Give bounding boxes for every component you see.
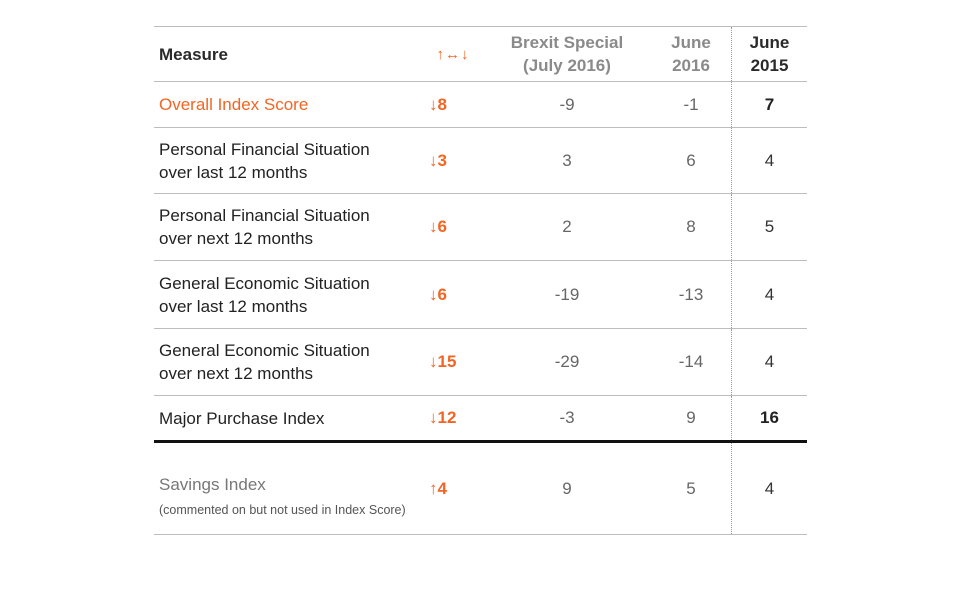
june-2016-value: -1 <box>651 81 732 128</box>
header-jun2015-line1: June <box>749 33 790 52</box>
brexit-value: 2 <box>562 217 572 236</box>
measure-line2: over next 12 months <box>159 364 314 383</box>
brexit-value: -29 <box>554 352 580 371</box>
header-brexit-special: Brexit Special (July 2016) <box>483 27 651 82</box>
measure-line1: Savings Index <box>159 474 266 494</box>
table-row-general-economic-next: General Economic Situation over next 12 … <box>154 328 807 396</box>
table-row-overall-index: Overall Index Score ↓8 -9 -1 7 <box>154 81 807 128</box>
header-measure: Measure <box>159 44 228 64</box>
change-value: ↓8 <box>429 94 447 114</box>
index-score-table: Measure ↑↔↓ Brexit Special (July 2016) J… <box>154 26 807 535</box>
measure-label: General Economic Situation over next 12 … <box>154 329 423 396</box>
june-2015-value: 7 <box>764 94 775 114</box>
june-2016-value: -14 <box>651 328 732 396</box>
measure-line2: over last 12 months <box>159 162 308 182</box>
header-jun2016-line1: June <box>671 33 711 52</box>
june-2015-value: 4 <box>764 284 775 304</box>
table-row-major-purchase: Major Purchase Index ↓12 -3 9 16 <box>154 395 807 442</box>
june-2015-value: 4 <box>764 478 775 498</box>
brexit-value: 3 <box>562 150 572 170</box>
measure-label: Major Purchase Index <box>159 408 325 428</box>
june-2016-value: 5 <box>651 441 732 535</box>
header-june-2015: June 2015 <box>732 27 808 82</box>
brexit-value: -9 <box>559 94 575 114</box>
change-value: ↓6 <box>429 284 447 304</box>
measure-line1: Personal Financial Situation <box>159 139 370 159</box>
measure-label: General Economic Situation over last 12 … <box>154 261 423 329</box>
june-2016-value: 9 <box>651 395 732 442</box>
table-row-savings-index: Savings Index (commented on but not used… <box>154 441 807 535</box>
measure-line2: over last 12 months <box>159 296 308 316</box>
june-2016-value: 6 <box>651 127 732 194</box>
measure-note: (commented on but not used in Index Scor… <box>159 502 406 517</box>
header-june-2016: June 2016 <box>651 26 732 82</box>
june-2015-value: 4 <box>764 150 775 170</box>
change-value: ↓3 <box>429 150 447 170</box>
header-brexit-line1: Brexit Special <box>510 33 624 52</box>
measure-line1: General Economic Situation <box>159 273 370 293</box>
measure-line1: General Economic Situation <box>159 341 370 360</box>
measure-label: Personal Financial Situation over next 1… <box>154 194 423 261</box>
header-row: Measure ↑↔↓ Brexit Special (July 2016) J… <box>154 26 808 82</box>
header-jun2015-line2: 2015 <box>750 56 789 75</box>
change-value: ↓15 <box>429 352 457 371</box>
june-2015-value: 4 <box>764 352 775 371</box>
measure-label: Personal Financial Situation over last 1… <box>154 128 423 194</box>
measure-label: Overall Index Score <box>159 95 309 114</box>
change-value: ↓6 <box>429 217 447 236</box>
header-brexit-line2: (July 2016) <box>523 56 611 75</box>
header-change-arrows: ↑↔↓ <box>436 45 470 63</box>
measure-line2: over next 12 months <box>159 229 314 248</box>
change-value: ↑4 <box>429 478 447 498</box>
brexit-value: -3 <box>559 408 575 427</box>
change-value: ↓12 <box>429 408 457 427</box>
header-jun2016-line2: 2016 <box>672 56 710 75</box>
june-2015-value: 5 <box>764 217 775 236</box>
table-row-general-economic-last: General Economic Situation over last 12 … <box>154 260 807 329</box>
june-2016-value: 8 <box>651 193 732 261</box>
measure-label: Savings Index (commented on but not used… <box>154 442 423 535</box>
table-row-personal-financial-last: Personal Financial Situation over last 1… <box>154 127 807 194</box>
table-row-personal-financial-next: Personal Financial Situation over next 1… <box>154 193 807 261</box>
brexit-value: 9 <box>562 478 572 498</box>
june-2016-value: -13 <box>651 260 732 329</box>
measure-line1: Personal Financial Situation <box>159 206 370 225</box>
brexit-value: -19 <box>554 284 580 304</box>
june-2015-value: 16 <box>760 408 779 427</box>
